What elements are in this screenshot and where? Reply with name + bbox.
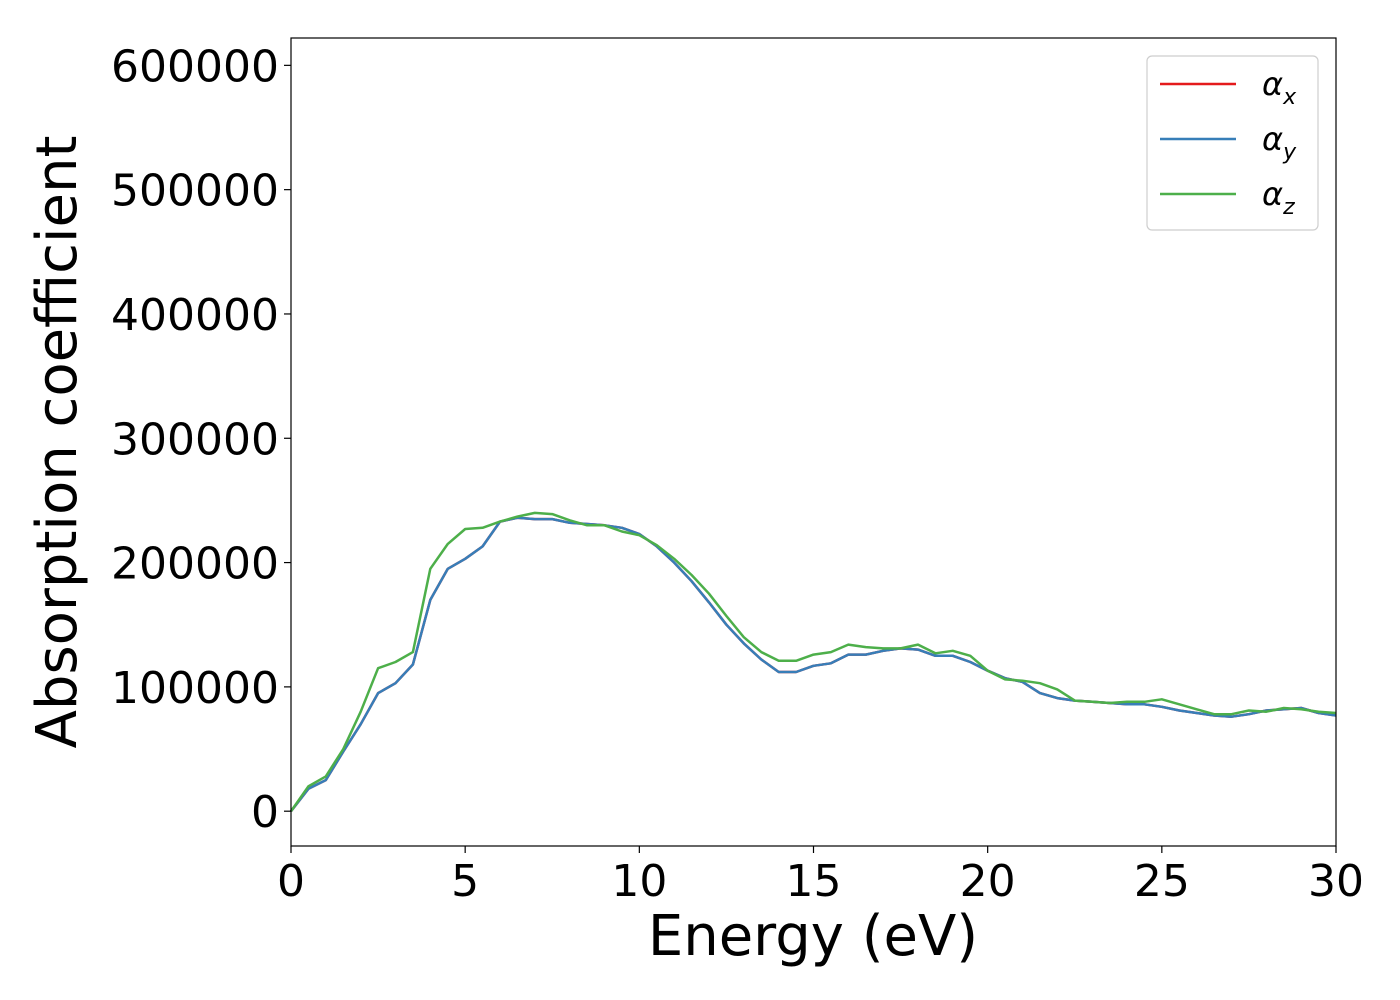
series-layer bbox=[289, 511, 1337, 812]
y-tick-label: 200000 bbox=[111, 539, 279, 590]
series-line-y bbox=[290, 516, 1337, 812]
x-tick-label: 30 bbox=[1308, 856, 1364, 907]
x-axis-label: Energy (eV) bbox=[648, 904, 978, 969]
x-tick-label: 5 bbox=[451, 856, 479, 907]
y-tick-label: 100000 bbox=[111, 663, 279, 714]
x-tick-label: 15 bbox=[786, 856, 842, 907]
y-tick-label: 400000 bbox=[111, 290, 279, 341]
y-axis-label: Absorption coefficient bbox=[25, 136, 90, 749]
x-tick-label: 20 bbox=[960, 856, 1016, 907]
x-axis: 0 5 10 15 20 25 30 bbox=[277, 846, 1364, 907]
y-tick-label: 300000 bbox=[111, 414, 279, 465]
x-tick-label: 10 bbox=[611, 856, 667, 907]
x-tick-label: 25 bbox=[1134, 856, 1190, 907]
series-line-z bbox=[289, 511, 1337, 812]
legend-label-y: αy bbox=[1262, 120, 1297, 165]
x-tick-label: 0 bbox=[277, 856, 305, 907]
y-tick-label: 500000 bbox=[111, 166, 279, 217]
y-axis: 0 100000 200000 300000 400000 500000 600000 bbox=[111, 41, 291, 838]
y-tick-label: 600000 bbox=[111, 41, 279, 92]
legend-box bbox=[1146, 55, 1319, 231]
legend: αx αy αz bbox=[1146, 55, 1319, 231]
y-tick-label: 0 bbox=[251, 787, 279, 838]
legend-label-x: αx bbox=[1262, 65, 1297, 110]
legend-label-z: αz bbox=[1262, 175, 1295, 220]
